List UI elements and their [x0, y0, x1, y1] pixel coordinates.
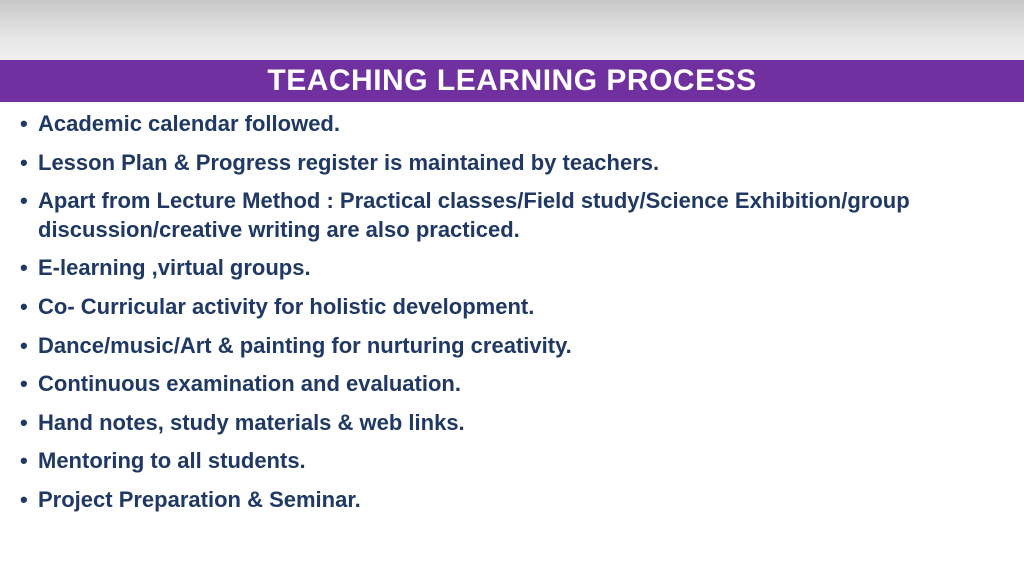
bullet-text: Project Preparation & Seminar.	[38, 487, 361, 512]
list-item: Co- Curricular activity for holistic dev…	[20, 293, 1004, 322]
bullet-text: Continuous examination and evaluation.	[38, 371, 461, 396]
bullet-text: Apart from Lecture Method : Practical cl…	[38, 188, 910, 242]
list-item: Lesson Plan & Progress register is maint…	[20, 149, 1004, 178]
bullet-text: Hand notes, study materials & web links.	[38, 410, 465, 435]
list-item: Hand notes, study materials & web links.	[20, 409, 1004, 438]
bullet-list: Academic calendar followed. Lesson Plan …	[20, 110, 1004, 515]
bullet-text: Dance/music/Art & painting for nurturing…	[38, 333, 572, 358]
list-item: E-learning ,virtual groups.	[20, 254, 1004, 283]
bullet-text: E-learning ,virtual groups.	[38, 255, 311, 280]
list-item: Academic calendar followed.	[20, 110, 1004, 139]
list-item: Dance/music/Art & painting for nurturing…	[20, 332, 1004, 361]
bullet-text: Academic calendar followed.	[38, 111, 340, 136]
list-item: Apart from Lecture Method : Practical cl…	[20, 187, 1004, 244]
slide-title-bar: TEACHING LEARNING PROCESS	[0, 60, 1024, 102]
top-gradient-spacer	[0, 0, 1024, 60]
slide-title: TEACHING LEARNING PROCESS	[267, 64, 756, 97]
slide-content: Academic calendar followed. Lesson Plan …	[0, 102, 1024, 515]
bullet-text: Mentoring to all students.	[38, 448, 306, 473]
list-item: Mentoring to all students.	[20, 447, 1004, 476]
list-item: Project Preparation & Seminar.	[20, 486, 1004, 515]
list-item: Continuous examination and evaluation.	[20, 370, 1004, 399]
bullet-text: Lesson Plan & Progress register is maint…	[38, 150, 659, 175]
bullet-text: Co- Curricular activity for holistic dev…	[38, 294, 534, 319]
